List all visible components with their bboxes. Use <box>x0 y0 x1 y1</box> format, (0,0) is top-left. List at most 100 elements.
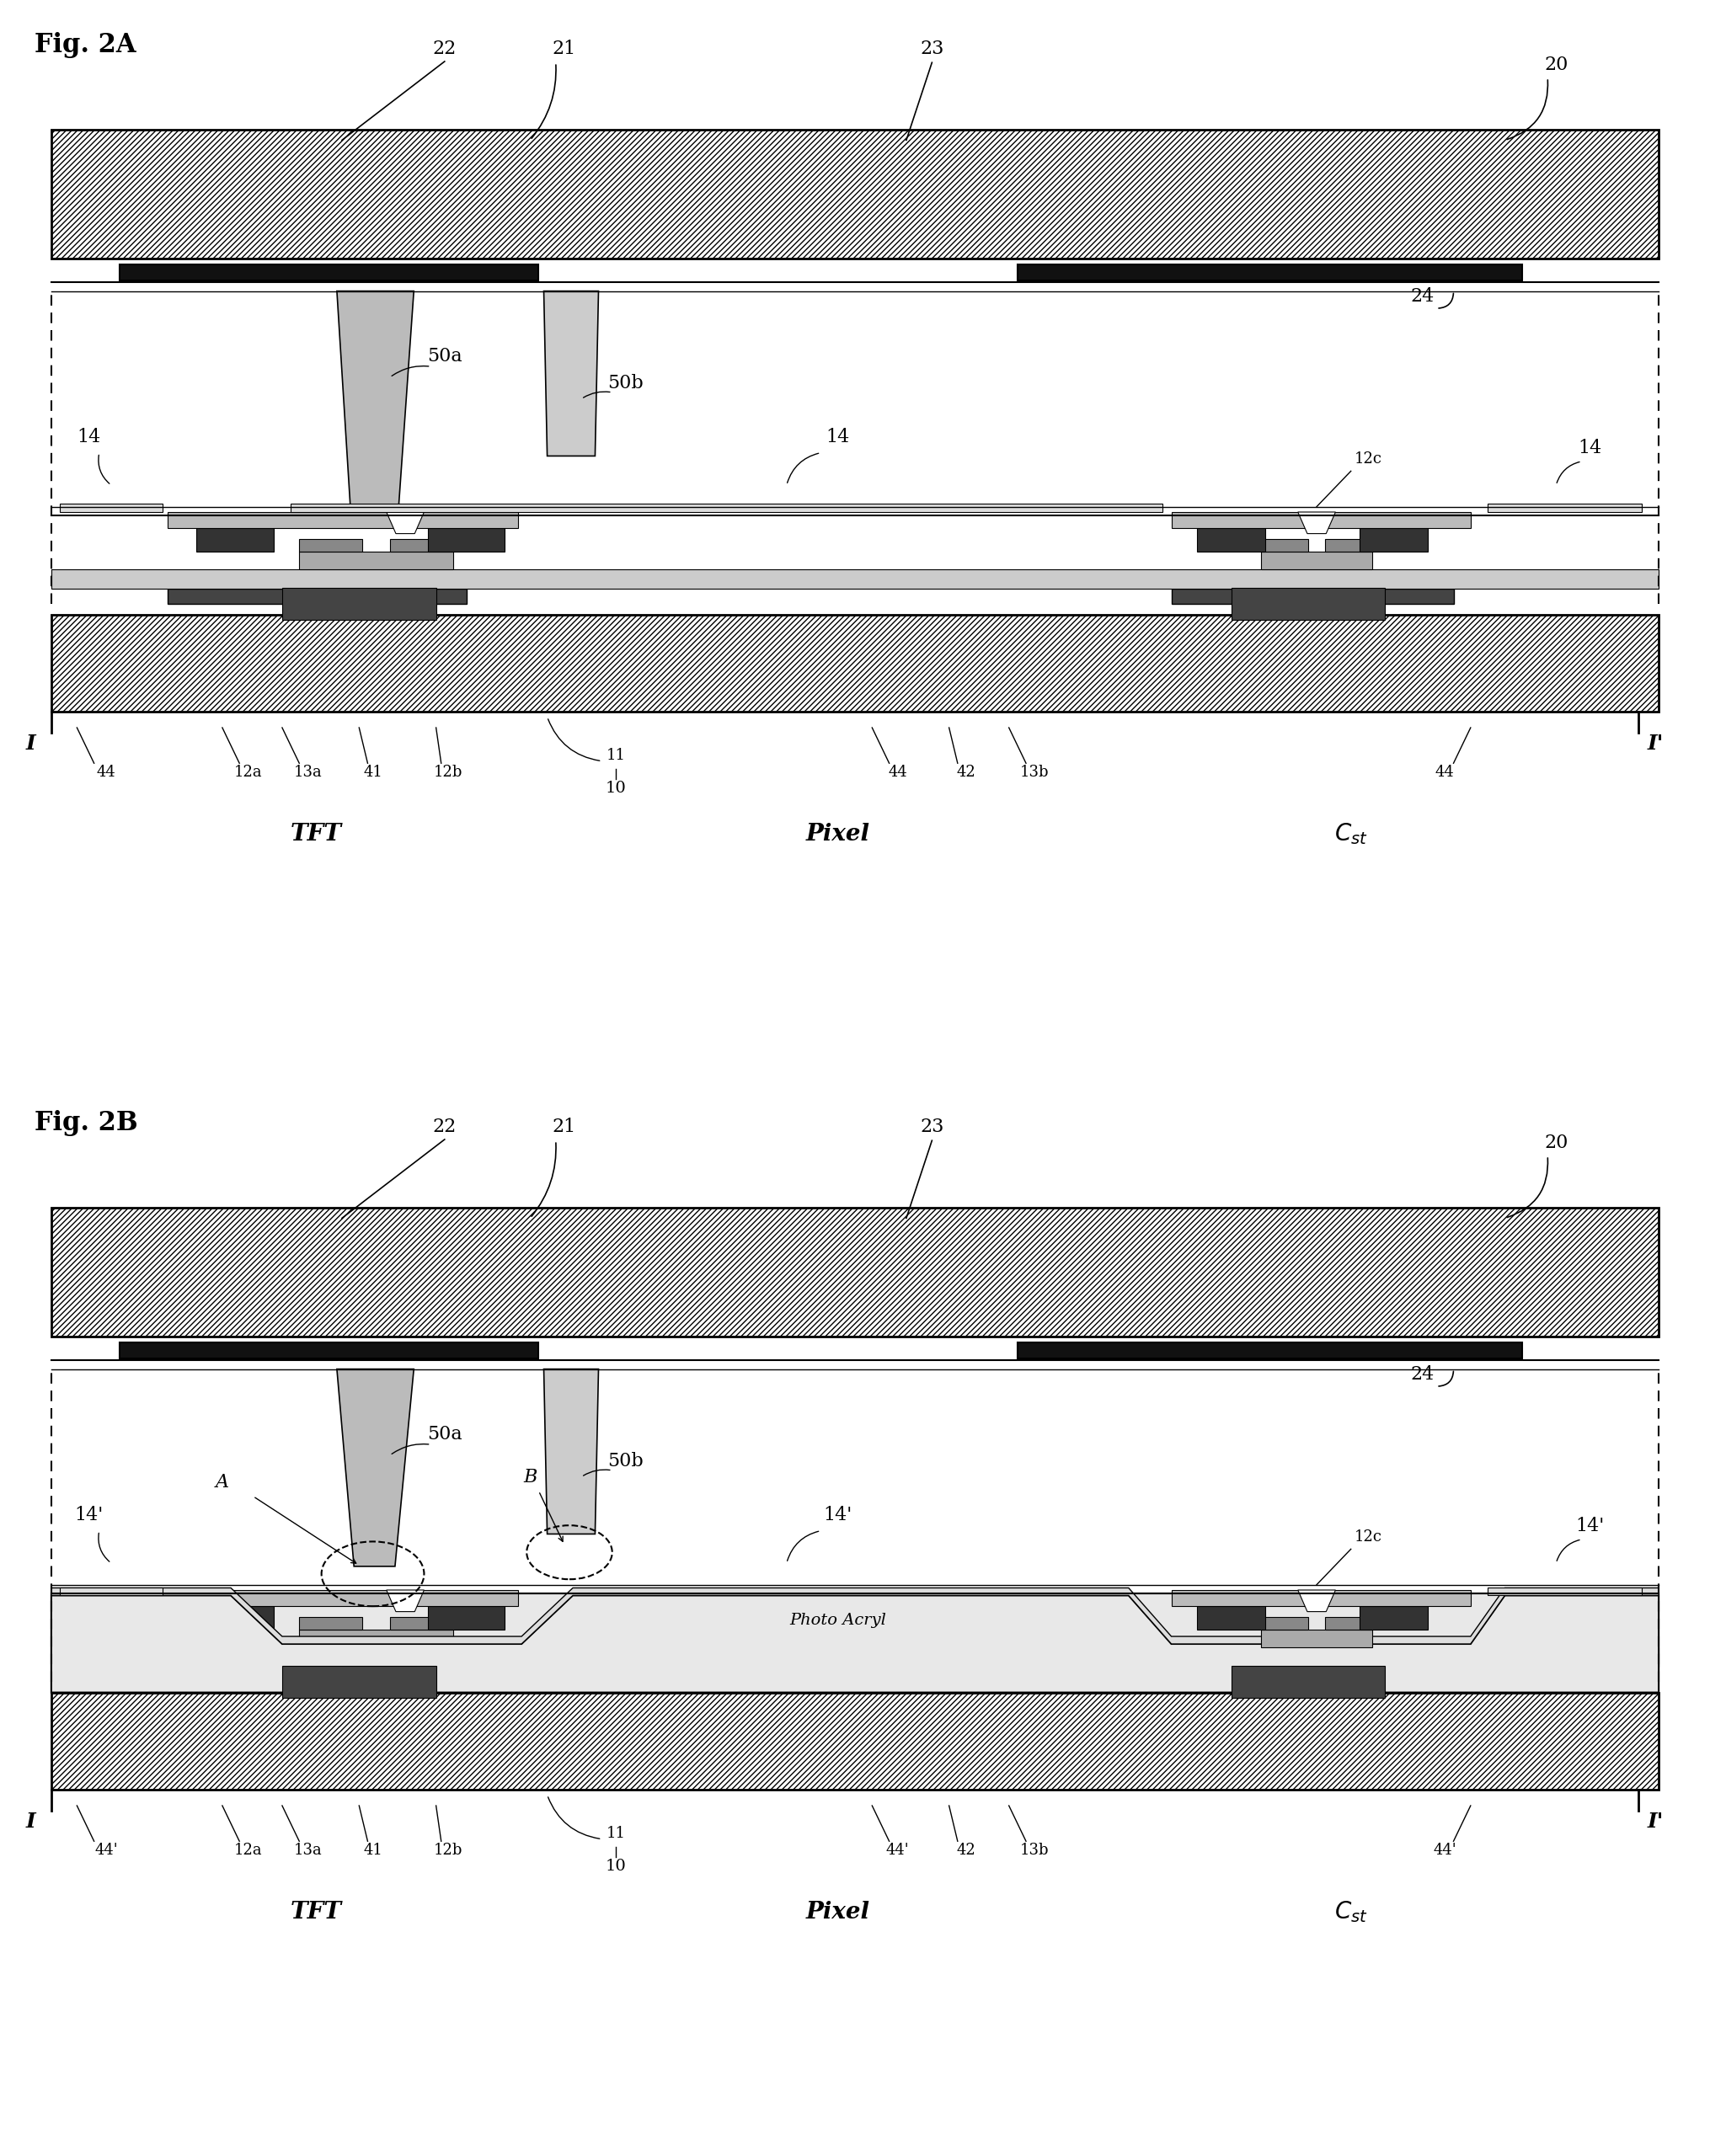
Text: B: B <box>523 1468 537 1485</box>
FancyBboxPatch shape <box>390 539 453 552</box>
Polygon shape <box>1298 511 1336 533</box>
FancyBboxPatch shape <box>1017 263 1522 280</box>
FancyBboxPatch shape <box>1197 1606 1265 1630</box>
Polygon shape <box>386 511 424 533</box>
Text: 42: 42 <box>956 765 976 780</box>
FancyBboxPatch shape <box>1488 1587 1642 1595</box>
FancyBboxPatch shape <box>1488 502 1642 511</box>
Text: 13b: 13b <box>1021 1843 1048 1858</box>
FancyBboxPatch shape <box>282 586 436 621</box>
FancyBboxPatch shape <box>168 1591 518 1606</box>
FancyBboxPatch shape <box>51 1692 1659 1789</box>
FancyBboxPatch shape <box>120 1341 539 1358</box>
Text: 22: 22 <box>433 39 457 58</box>
Text: 41: 41 <box>363 765 383 780</box>
Text: 13b: 13b <box>1021 765 1048 780</box>
Text: 24: 24 <box>1411 1365 1435 1384</box>
Text: TFT: TFT <box>291 824 342 845</box>
Text: 44': 44' <box>1433 1843 1457 1858</box>
Text: 12b: 12b <box>434 765 462 780</box>
Text: 12a: 12a <box>234 1843 262 1858</box>
FancyBboxPatch shape <box>197 1606 274 1630</box>
FancyBboxPatch shape <box>428 528 504 552</box>
FancyBboxPatch shape <box>428 1606 504 1630</box>
Text: 50b: 50b <box>607 373 643 392</box>
FancyBboxPatch shape <box>51 1593 1659 1692</box>
Text: A: A <box>215 1473 229 1492</box>
Polygon shape <box>386 1591 424 1613</box>
FancyBboxPatch shape <box>51 1647 1659 1667</box>
FancyBboxPatch shape <box>282 1664 436 1699</box>
FancyBboxPatch shape <box>1171 1591 1471 1606</box>
Text: 24: 24 <box>1411 287 1435 306</box>
FancyBboxPatch shape <box>291 502 1163 511</box>
Text: 44: 44 <box>1435 765 1455 780</box>
FancyBboxPatch shape <box>1197 528 1265 552</box>
Text: 42: 42 <box>956 1843 976 1858</box>
Text: 21: 21 <box>552 1117 576 1136</box>
FancyBboxPatch shape <box>390 1617 453 1630</box>
Text: 50a: 50a <box>428 347 463 364</box>
Text: 44': 44' <box>886 1843 910 1858</box>
FancyBboxPatch shape <box>1017 1341 1522 1358</box>
Text: 14: 14 <box>1578 438 1602 457</box>
FancyBboxPatch shape <box>1260 552 1371 569</box>
FancyBboxPatch shape <box>1359 528 1428 552</box>
Polygon shape <box>544 1369 598 1535</box>
Text: Photo Acryl: Photo Acryl <box>790 1613 886 1628</box>
Text: 11: 11 <box>605 1826 626 1841</box>
FancyBboxPatch shape <box>51 129 1659 259</box>
FancyBboxPatch shape <box>1171 511 1471 528</box>
FancyBboxPatch shape <box>51 1207 1659 1337</box>
Text: 14': 14' <box>824 1505 852 1524</box>
Text: 44': 44' <box>94 1843 118 1858</box>
Text: 22: 22 <box>433 1117 457 1136</box>
FancyBboxPatch shape <box>168 1667 467 1682</box>
Polygon shape <box>544 291 598 457</box>
FancyBboxPatch shape <box>299 539 363 552</box>
Text: 14: 14 <box>826 427 850 446</box>
FancyBboxPatch shape <box>60 502 162 511</box>
Text: 23: 23 <box>920 1117 944 1136</box>
FancyBboxPatch shape <box>1171 589 1454 604</box>
Text: 13a: 13a <box>294 765 321 780</box>
Text: 12c: 12c <box>1354 453 1382 468</box>
Text: 10: 10 <box>605 1858 626 1874</box>
Polygon shape <box>51 1587 1659 1643</box>
Polygon shape <box>51 1595 1659 1692</box>
Text: 14: 14 <box>77 427 101 446</box>
Polygon shape <box>1298 1591 1336 1613</box>
Text: 44: 44 <box>887 765 908 780</box>
FancyBboxPatch shape <box>1260 539 1308 552</box>
FancyBboxPatch shape <box>299 1617 363 1630</box>
FancyBboxPatch shape <box>197 528 274 552</box>
Text: 41: 41 <box>363 1843 383 1858</box>
FancyBboxPatch shape <box>51 569 1659 589</box>
Text: 12b: 12b <box>434 1843 462 1858</box>
Text: 10: 10 <box>605 780 626 796</box>
Polygon shape <box>337 291 414 509</box>
Text: Pixel: Pixel <box>805 824 870 845</box>
FancyBboxPatch shape <box>1325 539 1371 552</box>
Text: 12c: 12c <box>1354 1531 1382 1546</box>
Text: $C_{st}$: $C_{st}$ <box>1334 1899 1368 1925</box>
Text: TFT: TFT <box>291 1902 342 1923</box>
FancyBboxPatch shape <box>168 511 518 528</box>
Text: 14': 14' <box>75 1505 103 1524</box>
Text: 11: 11 <box>605 748 626 763</box>
FancyBboxPatch shape <box>1231 1664 1385 1699</box>
Text: 13a: 13a <box>294 1843 321 1858</box>
Text: $C_{st}$: $C_{st}$ <box>1334 821 1368 847</box>
FancyBboxPatch shape <box>1359 1606 1428 1630</box>
FancyBboxPatch shape <box>120 263 539 280</box>
Text: 44: 44 <box>96 765 116 780</box>
FancyBboxPatch shape <box>1325 1617 1371 1630</box>
Text: 50b: 50b <box>607 1451 643 1470</box>
Text: 20: 20 <box>1544 1134 1568 1151</box>
Text: 23: 23 <box>920 39 944 58</box>
Text: I': I' <box>1647 1811 1664 1830</box>
FancyBboxPatch shape <box>1260 1617 1308 1630</box>
Text: I: I <box>26 1811 36 1830</box>
FancyBboxPatch shape <box>168 589 467 604</box>
FancyBboxPatch shape <box>1260 1630 1371 1647</box>
